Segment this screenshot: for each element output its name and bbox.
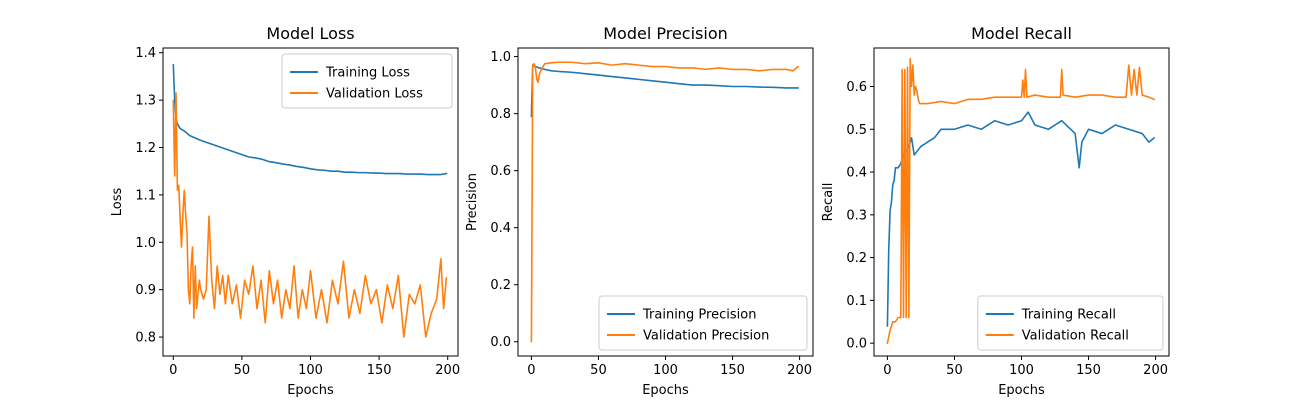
y-tick-label: 0.0 xyxy=(490,335,511,350)
x-axis-label: Epochs xyxy=(998,383,1045,398)
x-tick-label: 100 xyxy=(653,363,678,378)
y-tick-label: 0.6 xyxy=(846,80,867,95)
series-line-training-recall xyxy=(886,111,1156,327)
y-tick-label: 0.5 xyxy=(846,123,867,138)
legend-label: Validation Recall xyxy=(1022,329,1129,344)
y-tick-label: 0.8 xyxy=(490,107,511,122)
x-tick-label: 0 xyxy=(883,363,891,378)
legend: Training Loss Validation Loss xyxy=(281,53,453,109)
y-tick-label: 0.2 xyxy=(490,278,511,293)
y-tick-label: 1.3 xyxy=(135,94,156,109)
y-tick-label: 1.0 xyxy=(135,236,156,251)
x-axis-label: Epochs xyxy=(642,383,689,398)
y-tick-label: 0.4 xyxy=(490,221,511,236)
legend-label: Training Recall xyxy=(1021,308,1116,323)
x-tick-label: 50 xyxy=(234,363,251,378)
legend-box xyxy=(977,295,1164,351)
chart-model-precision: 0 50 100 150 200 0.0 0.2 0.4 0.6 0.8 1.0 Model Prec… xyxy=(465,24,814,398)
series-line-training-precision xyxy=(530,64,800,118)
x-axis-label: Epochs xyxy=(287,383,334,398)
x-tick-label: 200 xyxy=(787,363,812,378)
x-tick-label: 0 xyxy=(169,363,177,378)
chart-model-loss: 0 50 100 150 200 0.8 0.9 1.0 1.1 1.2 1.3 1.4 Model L… xyxy=(110,24,460,398)
legend: Training Precision Validation Precision xyxy=(598,295,808,351)
y-axis-label: Loss xyxy=(110,188,125,217)
x-tick-label: 50 xyxy=(590,363,607,378)
y-tick-label: 0.6 xyxy=(490,164,511,179)
y-tick-label: 1.4 xyxy=(135,46,156,61)
y-tick-label: 0.0 xyxy=(846,337,867,352)
y-tick-label: 0.4 xyxy=(846,166,867,181)
legend-box xyxy=(598,295,808,351)
series-line-validation-loss xyxy=(172,92,448,338)
chart-title: Model Recall xyxy=(971,24,1072,43)
x-tick-label: 150 xyxy=(367,363,392,378)
y-axis-label: Precision xyxy=(465,173,480,231)
x-tick-label: 200 xyxy=(435,363,460,378)
x-tick-label: 100 xyxy=(1009,363,1034,378)
legend-label: Validation Precision xyxy=(643,329,769,344)
y-tick-label: 1.1 xyxy=(135,188,156,203)
chart-title: Model Loss xyxy=(266,24,354,43)
legend-box xyxy=(281,53,453,109)
legend-label: Training Loss xyxy=(325,66,410,81)
y-tick-label: 0.3 xyxy=(846,208,867,223)
y-tick-label: 0.8 xyxy=(135,331,156,346)
y-tick-label: 0.1 xyxy=(846,294,867,309)
legend-label: Validation Loss xyxy=(326,87,423,102)
x-tick-label: 150 xyxy=(720,363,745,378)
series-line-validation-precision xyxy=(530,61,800,343)
legend-label: Training Precision xyxy=(642,308,756,323)
x-tick-label: 0 xyxy=(527,363,535,378)
x-tick-label: 200 xyxy=(1143,363,1168,378)
x-tick-label: 150 xyxy=(1076,363,1101,378)
y-tick-label: 1.0 xyxy=(490,50,511,65)
y-tick-label: 1.2 xyxy=(135,141,156,156)
series-line-training-loss xyxy=(172,63,448,176)
chart-model-recall: 0 50 100 150 200 0.0 0.1 0.2 0.3 0.4 0.5 0.6 Model R… xyxy=(821,24,1170,398)
y-axis-label: Recall xyxy=(821,183,836,222)
chart-title: Model Precision xyxy=(603,24,728,43)
y-tick-label: 0.9 xyxy=(135,283,156,298)
y-tick-label: 0.2 xyxy=(846,251,867,266)
x-tick-label: 100 xyxy=(298,363,323,378)
legend: Training Recall Validation Recall xyxy=(977,295,1164,351)
x-tick-label: 50 xyxy=(946,363,963,378)
series-line-validation-recall xyxy=(886,57,1156,344)
